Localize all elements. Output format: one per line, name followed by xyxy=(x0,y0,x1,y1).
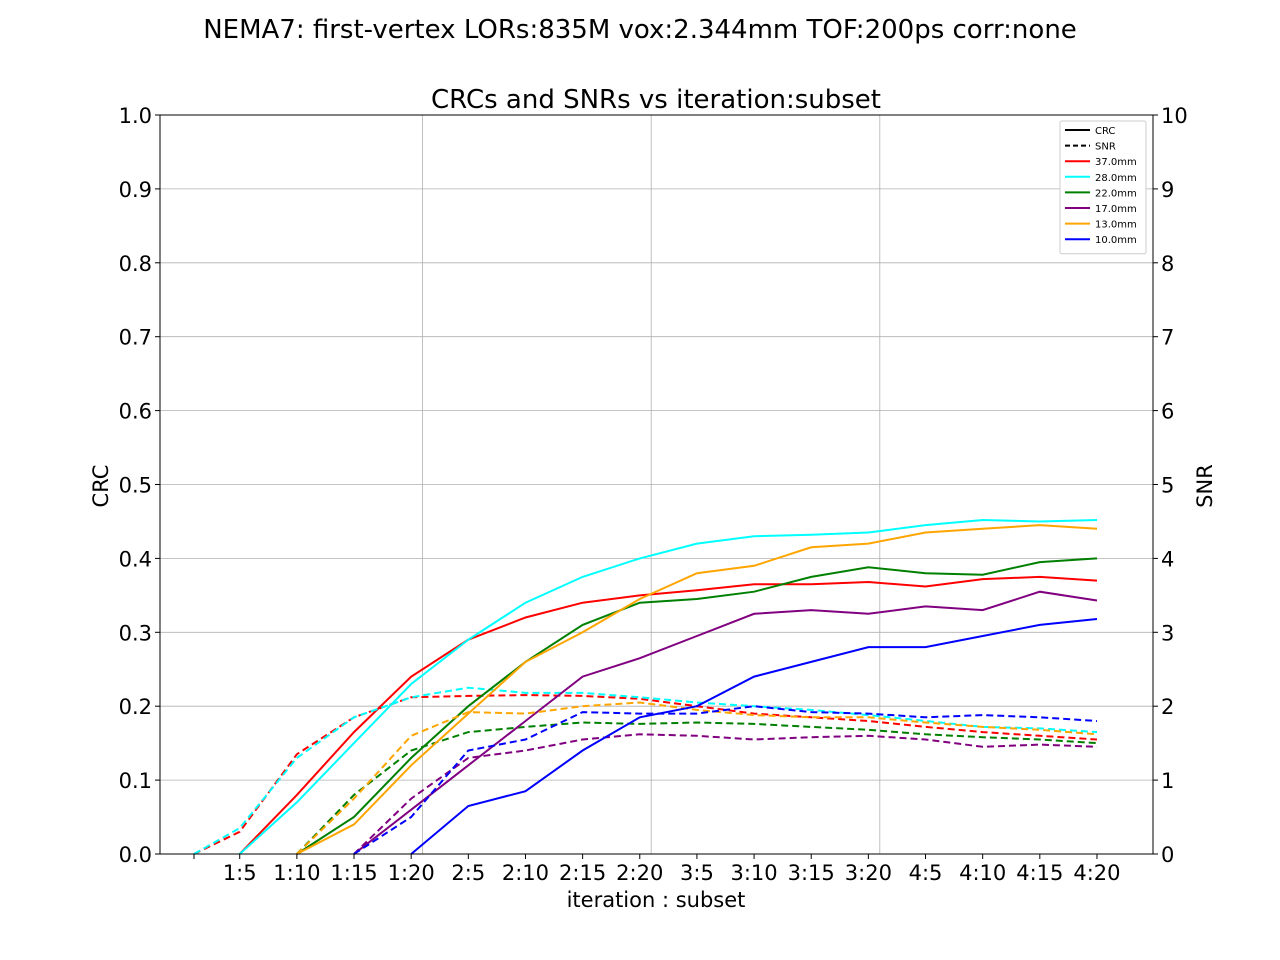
y-tick-label-right: 1 xyxy=(1161,769,1174,793)
legend-label: 37.0mm xyxy=(1095,157,1137,168)
x-tick-label: 3:5 xyxy=(680,861,714,885)
series-snr-line xyxy=(353,733,1098,855)
y-tick-label-right: 6 xyxy=(1161,400,1174,424)
x-tick-label: 2:20 xyxy=(616,861,663,885)
x-tick-label: 3:15 xyxy=(788,861,835,885)
x-tick-label: 1:15 xyxy=(330,861,377,885)
series-snr-line xyxy=(353,705,1098,855)
x-tick-label: 4:15 xyxy=(1016,861,1063,885)
x-tick-label: 4:5 xyxy=(909,861,943,885)
legend-label: 13.0mm xyxy=(1095,220,1137,231)
y-axis-left: 0.0 0.1 0.2 0.3 0.4 0.5 0.6 0.7 0.8 0.9 1.0 xyxy=(119,104,160,867)
legend-label: 17.0mm xyxy=(1095,204,1137,215)
x-axis-label: iteration : subset xyxy=(567,888,746,912)
series-crc-line xyxy=(296,557,1098,855)
y-tick-label-left: 0.0 xyxy=(119,843,152,867)
series-crc-line xyxy=(353,590,1098,855)
x-tick-label: 3:20 xyxy=(845,861,892,885)
y-tick-label-right: 9 xyxy=(1161,178,1174,202)
legend-label: 28.0mm xyxy=(1095,173,1137,184)
y-axis-right: 0 1 2 3 4 5 6 7 8 9 10 xyxy=(1153,104,1188,867)
gridlines xyxy=(160,114,1153,855)
y-tick-label-right: 8 xyxy=(1161,252,1174,276)
legend-label: SNR xyxy=(1095,142,1116,153)
y-axis-label-right: SNR xyxy=(1193,464,1217,508)
y-tick-label-left: 0.6 xyxy=(119,400,152,424)
x-axis: 1:5 1:10 1:15 1:20 2:5 2:10 2:15 2:20 3:5 3:10 3:1… xyxy=(193,854,1121,885)
series-crc-line xyxy=(296,524,1098,855)
y-tick-label-right: 7 xyxy=(1161,326,1174,350)
legend: CRC SNR 37.0mm 28.0mm 22.0mm 17.0mm 13.0mm 10.0… xyxy=(1059,120,1147,255)
series-snr-line xyxy=(193,686,1098,855)
y-tick-label-left: 0.7 xyxy=(119,326,152,350)
x-tick-label: 1:10 xyxy=(273,861,320,885)
x-tick-label: 2:10 xyxy=(502,861,549,885)
x-tick-label: 4:20 xyxy=(1073,861,1120,885)
legend-label: CRC xyxy=(1095,126,1115,137)
y-tick-label-right: 5 xyxy=(1161,474,1174,498)
y-tick-label-right: 0 xyxy=(1161,843,1174,867)
series-snr-line xyxy=(296,721,1098,855)
y-tick-label-left: 0.2 xyxy=(119,695,152,719)
y-axis-label-left: CRC xyxy=(89,465,113,508)
chart-title: CRCs and SNRs vs iteration:subset xyxy=(431,85,881,115)
x-tick-label: 2:5 xyxy=(451,861,485,885)
legend-box xyxy=(1059,120,1147,255)
series-crc-line xyxy=(410,618,1098,855)
y-tick-label-left: 0.1 xyxy=(119,769,152,793)
x-tick-label: 4:10 xyxy=(959,861,1006,885)
y-tick-label-left: 0.4 xyxy=(119,547,152,571)
series-group xyxy=(193,518,1098,855)
x-tick-label: 1:5 xyxy=(223,861,257,885)
y-tick-label-right: 10 xyxy=(1161,104,1188,128)
y-tick-label-right: 2 xyxy=(1161,695,1174,719)
series-snr-line xyxy=(193,694,1098,855)
y-tick-label-left: 0.3 xyxy=(119,621,152,645)
series-crc-line xyxy=(238,575,1098,855)
figure-suptitle: NEMA7: first-vertex LORs:835M vox:2.344m… xyxy=(203,15,1077,45)
y-tick-label-left: 1.0 xyxy=(119,104,152,128)
x-tick-label: 1:20 xyxy=(388,861,435,885)
series-crc-line xyxy=(239,518,1098,855)
y-tick-label-left: 0.5 xyxy=(119,474,152,498)
y-tick-label-left: 0.9 xyxy=(119,178,152,202)
x-tick-label: 2:15 xyxy=(559,861,606,885)
legend-label: 22.0mm xyxy=(1095,188,1137,199)
legend-label: 10.0mm xyxy=(1095,235,1137,246)
series-snr-line xyxy=(296,701,1098,855)
y-tick-label-right: 3 xyxy=(1161,621,1174,645)
y-tick-label-left: 0.8 xyxy=(119,252,152,276)
y-tick-label-right: 4 xyxy=(1161,547,1174,571)
x-tick-label: 3:10 xyxy=(730,861,777,885)
